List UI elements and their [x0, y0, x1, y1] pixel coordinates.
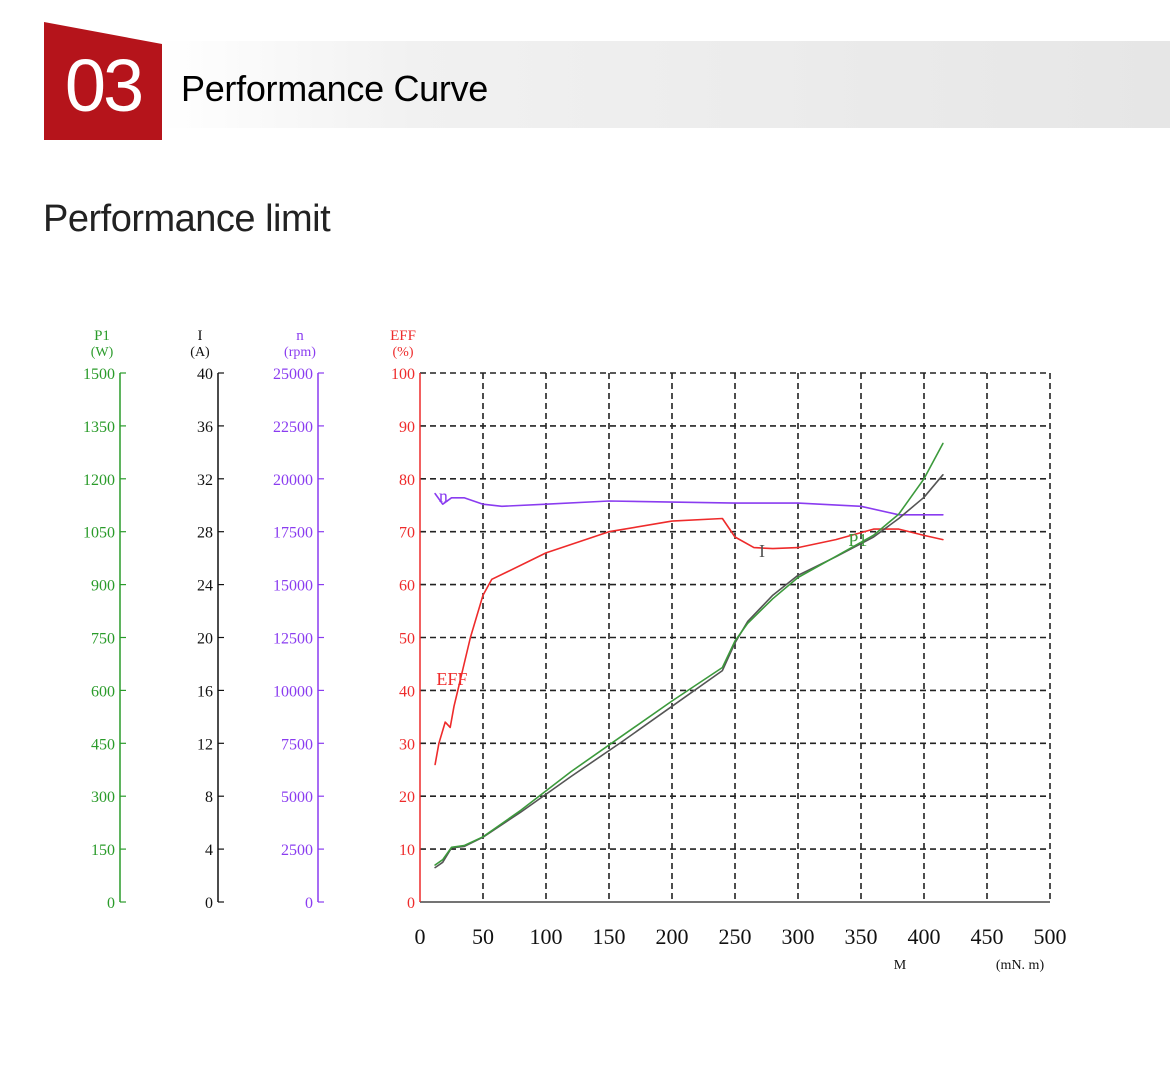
- y-tick-label-n: 22500: [273, 419, 313, 436]
- y-tick-label-i: 20: [197, 631, 213, 648]
- x-tick-label: 400: [908, 924, 941, 949]
- y-tick-label-p1: 600: [91, 683, 115, 700]
- y-tick-label-n: 0: [305, 895, 313, 912]
- y-tick-label-eff: 90: [399, 419, 415, 436]
- chart-grid: [420, 372, 1051, 902]
- y-axis-name-i: I: [198, 328, 203, 344]
- x-axis-name: M: [894, 958, 907, 973]
- x-tick-label: 450: [971, 924, 1004, 949]
- y-tick-label-p1: 750: [91, 631, 115, 648]
- y-tick-label-i: 16: [197, 683, 213, 700]
- y-axis-name-eff: EFF: [390, 328, 416, 344]
- y-tick-label-n: 7500: [281, 736, 313, 753]
- x-tick-label: 50: [472, 924, 494, 949]
- y-tick-label-eff: 40: [399, 683, 415, 700]
- series-label-n: n: [439, 486, 448, 506]
- y-axis-unit-n: (rpm): [284, 345, 316, 360]
- y-axis-unit-p1: (W): [91, 345, 114, 360]
- y-tick-label-n: 20000: [273, 472, 313, 489]
- y-tick-label-i: 40: [197, 366, 213, 383]
- x-tick-label: 300: [782, 924, 815, 949]
- y-axis-unit-i: (A): [190, 345, 210, 360]
- y-tick-label-n: 17500: [273, 525, 313, 542]
- y-tick-label-eff: 50: [399, 631, 415, 648]
- y-tick-label-i: 4: [205, 842, 213, 859]
- y-tick-label-n: 5000: [281, 789, 313, 806]
- y-tick-label-i: 8: [205, 789, 213, 806]
- y-tick-label-n: 12500: [273, 631, 313, 648]
- y-tick-label-p1: 300: [91, 789, 115, 806]
- y-tick-label-p1: 900: [91, 578, 115, 595]
- y-tick-label-i: 12: [197, 736, 213, 753]
- y-tick-label-eff: 80: [399, 472, 415, 489]
- x-tick-label: 0: [415, 924, 426, 949]
- y-tick-label-eff: 70: [399, 525, 415, 542]
- series-line-eff: [434, 517, 944, 766]
- y-tick-label-eff: 30: [399, 736, 415, 753]
- x-tick-label: 250: [719, 924, 752, 949]
- y-tick-label-i: 32: [197, 472, 213, 489]
- x-tick-label: 150: [593, 924, 626, 949]
- y-tick-label-eff: 20: [399, 789, 415, 806]
- series-label-eff: EFF: [436, 669, 467, 689]
- y-tick-label-eff: 10: [399, 842, 415, 859]
- y-axis-name-p1: P1: [94, 328, 110, 344]
- y-tick-label-n: 15000: [273, 578, 313, 595]
- y-tick-label-eff: 0: [407, 895, 415, 912]
- x-tick-label: 500: [1034, 924, 1067, 949]
- y-tick-label-i: 28: [197, 525, 213, 542]
- y-axis-name-n: n: [296, 328, 304, 344]
- y-tick-label-n: 25000: [273, 366, 313, 383]
- series-line-n: [434, 492, 944, 516]
- y-axis-unit-eff: (%): [393, 345, 414, 360]
- badge-shape: [44, 22, 162, 140]
- series-label-p1: P1: [848, 530, 867, 550]
- series-label-i: I: [759, 541, 765, 561]
- y-tick-label-p1: 0: [107, 895, 115, 912]
- section-number-badge: 03: [44, 22, 162, 140]
- y-tick-label-eff: 100: [391, 366, 415, 383]
- y-tick-label-p1: 1350: [83, 419, 115, 436]
- subtitle: Performance limit: [43, 198, 331, 240]
- y-tick-label-n: 10000: [273, 683, 313, 700]
- series-line-i: [434, 473, 944, 869]
- x-tick-label: 100: [530, 924, 563, 949]
- y-tick-label-n: 2500: [281, 842, 313, 859]
- header-band: [160, 41, 1170, 128]
- y-tick-label-p1: 150: [91, 842, 115, 859]
- x-tick-label: 200: [656, 924, 689, 949]
- y-tick-label-eff: 60: [399, 578, 415, 595]
- y-tick-label-i: 36: [197, 419, 213, 436]
- x-tick-label: 350: [845, 924, 878, 949]
- y-tick-label-p1: 450: [91, 736, 115, 753]
- section-number: 03: [64, 44, 144, 127]
- y-tick-label-i: 24: [197, 578, 213, 595]
- y-tick-label-i: 0: [205, 895, 213, 912]
- y-tick-label-p1: 1200: [83, 472, 115, 489]
- section-title: Performance Curve: [181, 68, 489, 109]
- x-axis-unit: (mN. m): [996, 958, 1045, 973]
- y-tick-label-p1: 1500: [83, 366, 115, 383]
- y-tick-label-p1: 1050: [83, 525, 115, 542]
- series-line-p1: [434, 442, 944, 866]
